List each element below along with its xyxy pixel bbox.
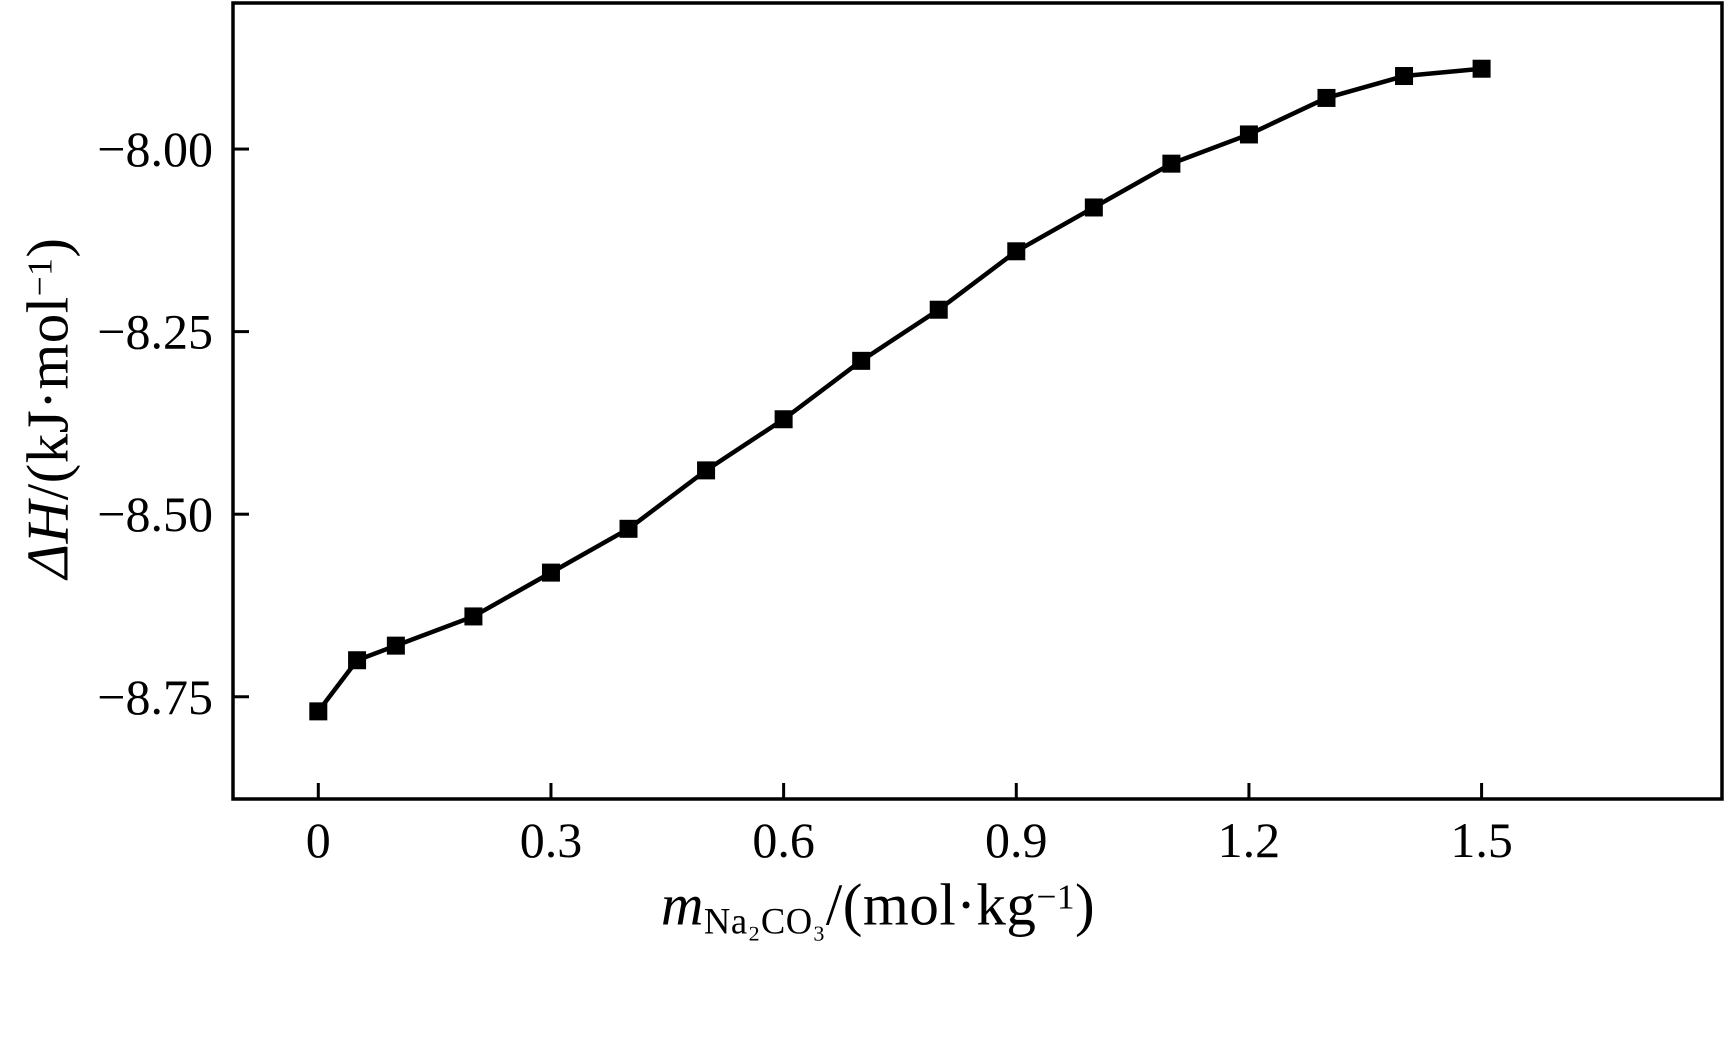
data-point-marker <box>348 651 367 670</box>
y-axis-label: ΔH/(kJ·mol−1) <box>14 238 83 579</box>
x-axis-quantity: m <box>660 871 704 938</box>
y-tick-label: −8.50 <box>97 486 213 542</box>
x-tick-label: 0 <box>306 812 331 868</box>
x-axis-unit-close: ) <box>1075 871 1096 938</box>
data-point-marker <box>697 461 716 480</box>
x-tick-label: 0.6 <box>752 812 815 868</box>
data-point-marker <box>619 519 638 538</box>
y-axis-quantity: ΔH <box>14 500 81 579</box>
data-point-marker <box>774 410 793 429</box>
x-tick-label: 1.5 <box>1450 812 1513 868</box>
data-point-marker <box>1239 125 1258 144</box>
data-point-marker <box>1472 59 1491 78</box>
x-axis-exponent: −1 <box>1036 876 1076 917</box>
y-tick-label: −8.25 <box>97 304 213 360</box>
x-tick-label: 1.2 <box>1218 812 1281 868</box>
data-point-marker <box>929 300 948 319</box>
y-axis-unit-close: ) <box>14 237 81 258</box>
data-point-marker <box>1317 88 1336 107</box>
data-point-marker <box>1395 67 1414 86</box>
data-point-marker <box>309 702 328 721</box>
data-line <box>316 66 1484 714</box>
y-axis-exponent: −1 <box>19 257 60 297</box>
y-axis-unit: /(kJ·mol <box>14 296 81 501</box>
x-tick-label: 0.9 <box>985 812 1048 868</box>
data-point-marker <box>1162 154 1181 173</box>
data-point-marker <box>386 636 405 655</box>
x-tick-label: 0.3 <box>520 812 583 868</box>
data-point-marker <box>1007 242 1026 261</box>
plot-frame <box>231 1 1724 801</box>
data-point-marker <box>852 351 871 370</box>
x-axis-subscript: Na₂CO₃ <box>703 900 826 942</box>
data-point-marker <box>541 563 560 582</box>
data-point-marker <box>464 607 483 626</box>
y-tick-label: −8.00 <box>97 121 213 177</box>
x-axis-unit: /(mol·kg <box>825 871 1037 938</box>
x-axis-label: mNa₂CO₃/(mol·kg−1) <box>661 871 1095 940</box>
data-point-marker <box>1084 198 1103 217</box>
y-tick-label: −8.75 <box>97 669 213 725</box>
